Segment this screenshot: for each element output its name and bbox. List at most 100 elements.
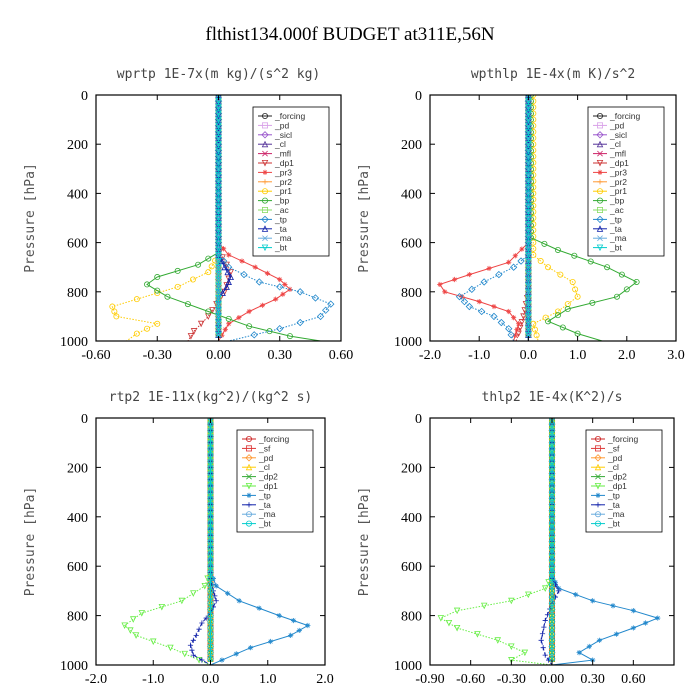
data-point-bt <box>207 501 214 508</box>
legend-marker <box>245 435 252 442</box>
legend-marker <box>597 150 603 157</box>
data-point-bt <box>215 196 222 204</box>
data-point-bt <box>549 637 556 644</box>
data-point-bp <box>571 252 578 259</box>
data-point-bt <box>549 439 556 446</box>
data-point-pr3 <box>486 265 492 272</box>
data-point-tp <box>613 631 619 637</box>
data-point-dp1 <box>201 582 209 590</box>
data-point-pr3 <box>259 302 265 308</box>
data-point-bt <box>525 141 532 148</box>
y-tick-label: 1000 <box>394 335 422 350</box>
data-point-dp1 <box>150 638 157 646</box>
legend-entry-forcing: _forcing <box>258 434 290 444</box>
legend-marker <box>597 122 604 129</box>
data-point-bt <box>215 147 222 154</box>
data-point-bt <box>215 331 222 339</box>
data-point-dp1 <box>453 607 461 615</box>
data-point-pr1 <box>205 269 212 276</box>
data-point-pr1 <box>531 326 538 333</box>
data-point-bp <box>589 299 596 306</box>
data-point-bt <box>207 513 214 520</box>
data-point-bt <box>525 208 532 216</box>
legend-entry-cl: _cl <box>607 462 619 472</box>
data-point-bt <box>525 147 532 154</box>
panels: wprtp 1E-7x(m kg)/(s^2 kg) Pressure [hPa]… <box>23 67 685 687</box>
data-point-bt <box>207 563 214 570</box>
data-point-bt <box>207 464 214 471</box>
data-point-bt <box>549 470 556 477</box>
legend-entry-ac: _ac <box>274 205 289 215</box>
y-tick-label: 600 <box>401 237 422 252</box>
data-point-tp <box>630 625 636 631</box>
legend-marker <box>245 483 253 490</box>
data-point-dp1 <box>190 590 197 597</box>
data-point-pr3 <box>246 308 252 315</box>
legend-marker <box>261 113 268 120</box>
data-point-dp1 <box>167 644 174 652</box>
data-point-pr1 <box>109 303 116 310</box>
data-point-bt <box>549 600 556 607</box>
legend-entry-pr1: _pr1 <box>274 186 292 196</box>
legend-marker <box>595 502 601 508</box>
data-point-bt <box>215 135 222 142</box>
data-point-bt <box>525 264 532 271</box>
data-point-dp1 <box>178 597 186 605</box>
data-point-ta <box>546 657 552 663</box>
legend-marker <box>597 197 604 204</box>
data-point-bt <box>549 557 556 564</box>
data-point-bt <box>549 482 556 489</box>
data-point-ta <box>556 588 562 594</box>
data-point-bt <box>525 258 532 265</box>
x-tick-label: -1.0 <box>468 348 490 363</box>
legend-marker <box>594 463 602 471</box>
data-point-bt <box>549 563 556 570</box>
y-tick-label: 0 <box>81 89 88 104</box>
data-point-bt <box>549 538 556 545</box>
legend-marker <box>595 435 602 442</box>
data-point-bt <box>215 184 222 191</box>
legend-entry-dp1: _dp1 <box>258 481 278 491</box>
legend-entry-pd: _pd <box>607 453 622 463</box>
series-line-bp <box>530 95 638 341</box>
x-tick-label: -0.30 <box>497 672 526 687</box>
data-point-ta <box>199 657 205 663</box>
data-point-ta <box>219 289 226 297</box>
data-point-bt <box>215 116 222 124</box>
legend-marker <box>595 445 602 452</box>
data-point-tp <box>573 592 579 598</box>
legend-entry-pr2: _pr2 <box>274 177 292 187</box>
data-point-dp1 <box>181 650 188 658</box>
data-point-pr3 <box>226 252 232 258</box>
data-point-ta <box>189 647 195 653</box>
legend-marker <box>261 188 268 195</box>
legend-marker <box>596 160 604 167</box>
legend-entry-ta: _ta <box>274 224 287 234</box>
data-point-dp1 <box>129 616 137 623</box>
data-point-bt <box>525 171 532 179</box>
legend-marker <box>597 235 603 242</box>
data-point-bp <box>613 293 620 300</box>
data-point-bt <box>207 519 214 526</box>
y-tick-label: 800 <box>401 610 422 625</box>
legend-entry-pd: _pd <box>258 453 273 463</box>
data-point-ta <box>542 652 548 658</box>
data-point-bt <box>207 544 214 551</box>
legend-marker <box>261 160 269 167</box>
y-tick-label: 1000 <box>60 335 88 350</box>
data-point-bt <box>525 104 532 111</box>
data-point-tp <box>590 598 596 604</box>
data-point-tp <box>630 608 636 614</box>
data-point-bp <box>266 328 273 335</box>
data-point-bt <box>549 489 556 496</box>
series-line-tp <box>458 95 529 341</box>
y-tick-label: 800 <box>67 286 88 301</box>
data-point-pr3 <box>239 258 245 264</box>
data-point-bt <box>207 507 214 514</box>
y-tick-label: 800 <box>67 610 88 625</box>
data-point-bt <box>549 550 556 557</box>
data-point-tp <box>296 627 302 634</box>
legend-entry-sf: _sf <box>607 443 620 453</box>
data-point-dp1 <box>453 624 461 632</box>
